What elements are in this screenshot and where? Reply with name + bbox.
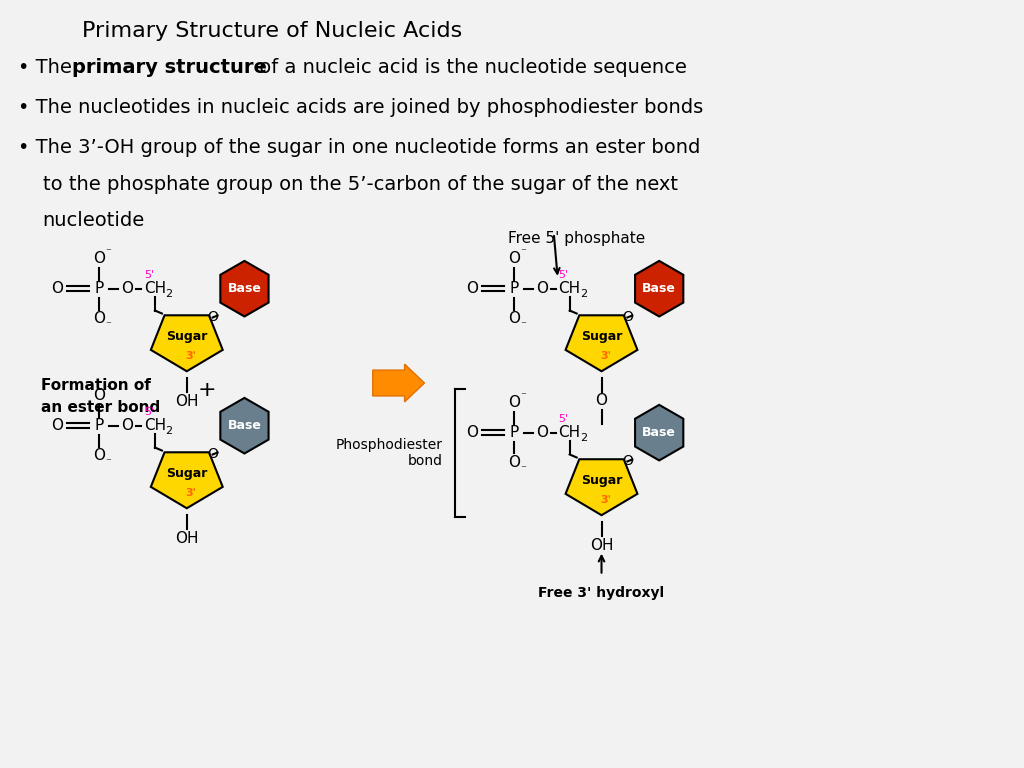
Text: O: O: [536, 281, 548, 296]
Polygon shape: [635, 405, 683, 461]
Text: ⁻: ⁻: [105, 384, 112, 394]
Text: O: O: [121, 419, 133, 433]
Text: an ester bond: an ester bond: [41, 400, 160, 415]
Text: 3': 3': [185, 488, 197, 498]
Polygon shape: [151, 452, 222, 508]
Text: O: O: [622, 455, 633, 468]
Text: Base: Base: [227, 282, 261, 295]
Text: P: P: [509, 425, 518, 440]
Text: O: O: [121, 281, 133, 296]
Polygon shape: [220, 398, 268, 453]
Text: ⁻: ⁻: [520, 391, 526, 401]
Text: O: O: [622, 310, 633, 325]
Text: O: O: [508, 311, 520, 326]
Text: 2: 2: [165, 289, 172, 299]
Text: 3': 3': [600, 495, 611, 505]
Text: CH: CH: [559, 281, 581, 296]
Text: Primary Structure of Nucleic Acids: Primary Structure of Nucleic Acids: [82, 21, 463, 41]
Text: CH: CH: [559, 425, 581, 440]
Text: Free 5' phosphate: Free 5' phosphate: [508, 231, 645, 246]
Text: nucleotide: nucleotide: [43, 211, 144, 230]
Polygon shape: [635, 261, 683, 316]
Text: 2: 2: [580, 289, 587, 299]
Text: 5': 5': [559, 414, 568, 424]
Text: O: O: [207, 448, 218, 462]
Text: 3': 3': [600, 351, 611, 361]
Text: O: O: [93, 448, 105, 463]
Text: 5': 5': [559, 270, 568, 280]
Text: ⁻: ⁻: [105, 458, 112, 468]
Text: • The nucleotides in nucleic acids are joined by phosphodiester bonds: • The nucleotides in nucleic acids are j…: [17, 98, 702, 117]
Text: Phosphodiester
bond: Phosphodiester bond: [336, 438, 442, 468]
Text: • The: • The: [17, 58, 78, 78]
Text: OH: OH: [590, 538, 613, 553]
Text: O: O: [93, 311, 105, 326]
Text: 2: 2: [165, 425, 172, 435]
Text: Formation of: Formation of: [41, 378, 151, 393]
Text: 3': 3': [185, 351, 197, 361]
Text: O: O: [93, 251, 105, 266]
Text: Base: Base: [642, 426, 676, 439]
Text: Free 3' hydroxyl: Free 3' hydroxyl: [539, 585, 665, 600]
Text: O: O: [466, 425, 478, 440]
Text: ⁻: ⁻: [105, 247, 112, 257]
Text: OH: OH: [175, 395, 199, 409]
Text: Sugar: Sugar: [166, 467, 208, 480]
Text: • The 3’-OH group of the sugar in one nucleotide forms an ester bond: • The 3’-OH group of the sugar in one nu…: [17, 137, 700, 157]
Text: CH: CH: [144, 419, 166, 433]
Text: 2: 2: [580, 432, 587, 442]
Text: ⁻: ⁻: [520, 320, 526, 330]
Text: P: P: [509, 281, 518, 296]
Text: O: O: [508, 455, 520, 470]
Text: ⁻: ⁻: [520, 465, 526, 475]
Text: O: O: [207, 310, 218, 325]
Text: O: O: [51, 419, 63, 433]
Text: to the phosphate group on the 5’-carbon of the sugar of the next: to the phosphate group on the 5’-carbon …: [43, 174, 678, 194]
Text: ⁻: ⁻: [520, 247, 526, 257]
Text: of a nucleic acid is the nucleotide sequence: of a nucleic acid is the nucleotide sequ…: [253, 58, 687, 78]
Text: CH: CH: [144, 281, 166, 296]
Polygon shape: [220, 261, 268, 316]
Text: OH: OH: [175, 531, 199, 546]
Text: O: O: [596, 393, 607, 409]
Text: O: O: [536, 425, 548, 440]
Text: Base: Base: [227, 419, 261, 432]
Text: Sugar: Sugar: [581, 329, 623, 343]
Text: O: O: [51, 281, 63, 296]
Text: O: O: [93, 389, 105, 403]
Text: Base: Base: [642, 282, 676, 295]
Text: 5': 5': [144, 407, 154, 417]
Polygon shape: [151, 316, 222, 371]
Text: +: +: [198, 380, 216, 400]
Text: 5': 5': [144, 270, 154, 280]
Text: primary structure: primary structure: [73, 58, 267, 78]
Text: Sugar: Sugar: [581, 474, 623, 487]
FancyArrow shape: [373, 364, 425, 402]
Text: O: O: [466, 281, 478, 296]
Text: O: O: [508, 396, 520, 410]
Polygon shape: [565, 316, 638, 371]
Text: P: P: [94, 419, 103, 433]
Polygon shape: [565, 459, 638, 515]
Text: O: O: [508, 251, 520, 266]
Text: P: P: [94, 281, 103, 296]
Text: ⁻: ⁻: [105, 320, 112, 330]
Text: Sugar: Sugar: [166, 329, 208, 343]
